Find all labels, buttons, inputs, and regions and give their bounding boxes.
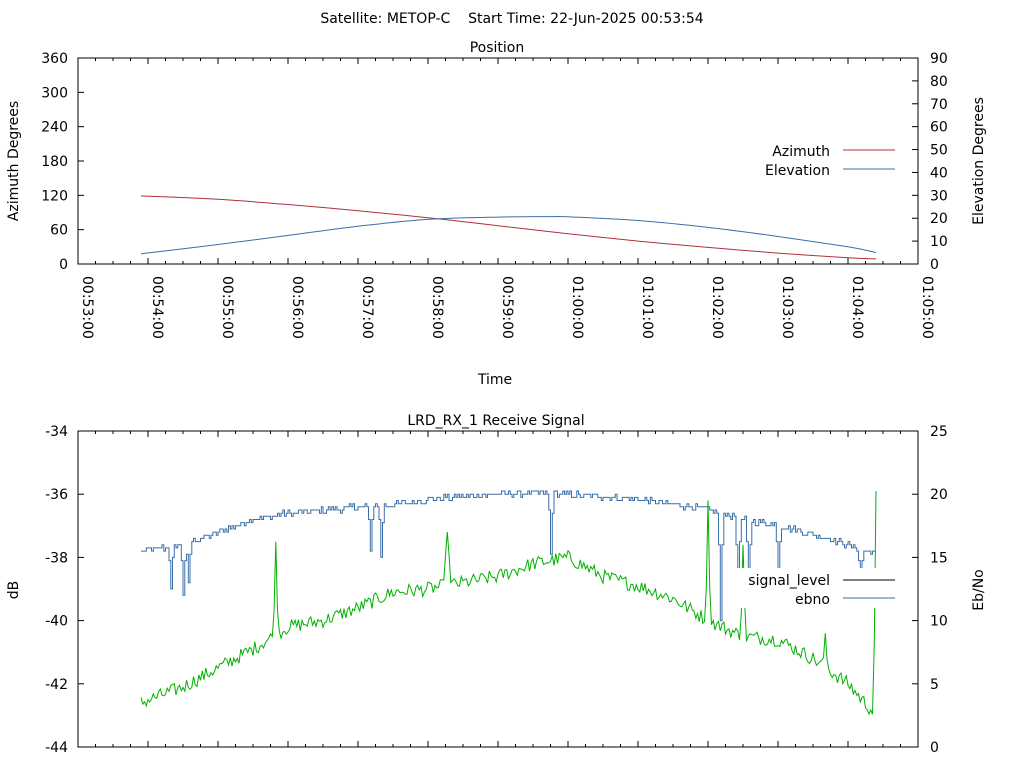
receive-signal-chart: LRD_RX_1 Receive Signal -44-42-40-38-36-… <box>6 413 987 756</box>
signal-ticks: -44 -42 -40 -38 -36 -34 0 5 10 15 20 25 <box>45 424 948 756</box>
position-chart: Position 0 60 120 180 240 300 360 0 10 20 30 40 50 60… <box>6 40 987 388</box>
position-legend: Azimuth Elevation <box>765 144 895 179</box>
position-left-tick-label: 0 <box>59 257 68 273</box>
position-x-tick-label: 00:59:00 <box>499 276 515 339</box>
legend-elevation-label: Elevation <box>765 163 830 179</box>
position-left-tick-label: 300 <box>41 85 68 101</box>
position-x-tick-label: 01:05:00 <box>919 276 935 339</box>
position-y2-axis-label: Elevation Degrees <box>971 97 987 225</box>
signal-left-tick-label: -38 <box>45 550 68 566</box>
signal-right-tick-label: 10 <box>930 614 948 630</box>
signal-right-tick-label: 0 <box>930 740 939 756</box>
series-line-ebno <box>141 490 876 622</box>
signal-y2-axis-label: Eb/No <box>971 569 987 611</box>
signal-left-tick-label: -42 <box>45 677 68 693</box>
legend-azimuth-label: Azimuth <box>772 144 830 160</box>
position-series <box>140 195 877 260</box>
position-right-tick-label: 30 <box>930 188 948 204</box>
position-right-tick-label: 0 <box>930 257 939 273</box>
position-right-tick-label: 50 <box>930 143 948 159</box>
series-line-azimuth <box>140 195 877 260</box>
position-right-tick-label: 20 <box>930 211 948 227</box>
signal-left-tick-label: -40 <box>45 614 68 630</box>
signal-right-tick-label: 25 <box>930 424 948 440</box>
position-x-tick-label: 01:00:00 <box>569 276 585 339</box>
position-left-tick-label: 60 <box>50 223 68 239</box>
position-x-tick-label: 00:53:00 <box>79 276 95 339</box>
signal-right-tick-label: 5 <box>930 677 939 693</box>
position-right-tick-label: 70 <box>930 97 948 113</box>
signal-left-tick-label: -34 <box>45 424 68 440</box>
position-left-tick-label: 360 <box>41 51 68 67</box>
figure-title: Satellite: METOP-C Start Time: 22-Jun-20… <box>320 11 703 27</box>
signal-chart-title: LRD_RX_1 Receive Signal <box>407 413 584 429</box>
position-x-tick-label: 00:54:00 <box>149 276 165 339</box>
signal-right-tick-label: 15 <box>930 550 948 566</box>
signal-right-tick-label: 20 <box>930 487 948 503</box>
series-line-elevation <box>140 215 877 255</box>
position-x-tick-label: 00:58:00 <box>429 276 445 339</box>
position-plot-frame <box>77 57 919 265</box>
position-left-tick-label: 120 <box>41 188 68 204</box>
position-right-tick-label: 80 <box>930 74 948 90</box>
position-right-tick-label: 10 <box>930 234 948 250</box>
signal-legend-background <box>730 568 900 608</box>
position-y-axis-label: Azimuth Degrees <box>6 101 22 221</box>
signal-y-axis-label: dB <box>6 581 22 600</box>
legend-signal-level-label: signal_level <box>748 573 830 589</box>
signal-left-tick-label: -44 <box>45 740 68 756</box>
position-x-tick-label: 01:03:00 <box>779 276 795 339</box>
position-left-tick-label: 240 <box>41 120 68 136</box>
position-left-tick-label: 180 <box>41 154 68 170</box>
position-x-tick-label: 01:02:00 <box>709 276 725 339</box>
position-right-tick-label: 60 <box>930 120 948 136</box>
series-line-signal-level <box>140 490 877 716</box>
signal-legend: signal_level ebno <box>730 568 900 608</box>
position-x-tick-label: 01:04:00 <box>849 276 865 339</box>
position-ticks: 0 60 120 180 240 300 360 0 10 20 30 40 50 60 70 80 90 00:… <box>41 51 948 339</box>
signal-series <box>140 490 877 716</box>
position-chart-title: Position <box>470 40 525 56</box>
position-x-tick-label: 00:56:00 <box>289 276 305 339</box>
position-x-axis-label: Time <box>477 372 512 388</box>
position-x-tick-label: 00:55:00 <box>219 276 235 339</box>
signal-left-tick-label: -36 <box>45 487 68 503</box>
position-right-tick-label: 90 <box>930 51 948 67</box>
position-x-tick-label: 01:01:00 <box>639 276 655 339</box>
legend-ebno-label: ebno <box>795 592 830 608</box>
position-x-tick-label: 00:57:00 <box>359 276 375 339</box>
position-right-tick-label: 40 <box>930 165 948 181</box>
